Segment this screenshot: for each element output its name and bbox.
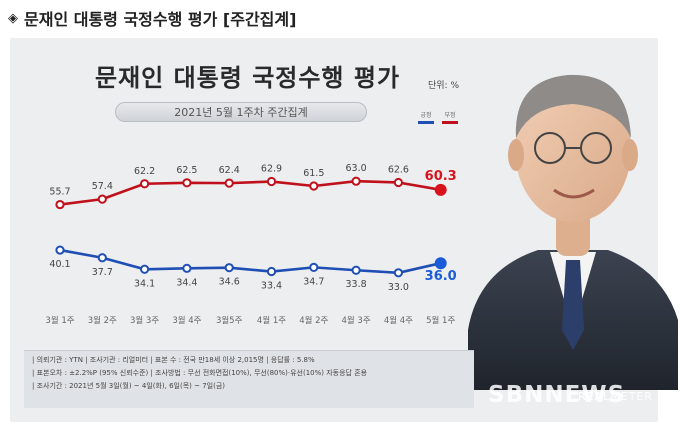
data-point — [140, 179, 150, 189]
legend-negative: 부정 — [442, 110, 458, 124]
x-tick-label: 3월 4주 — [172, 315, 201, 326]
x-tick-label: 4월 4주 — [384, 315, 413, 326]
data-point — [182, 178, 192, 188]
data-point — [140, 264, 150, 274]
legend-negative-swatch — [442, 121, 458, 124]
data-point — [97, 253, 107, 263]
data-point — [224, 263, 234, 273]
data-point — [434, 257, 447, 270]
data-label: 55.7 — [49, 187, 70, 198]
series-line — [59, 248, 441, 275]
watermark-sbn: SBNNEWS — [488, 382, 626, 408]
chart-title: 문재인 대통령 국정수행 평가 — [95, 64, 401, 92]
data-label: 36.0 — [425, 269, 457, 284]
president-portrait — [468, 74, 678, 390]
data-label: 34.1 — [134, 278, 155, 289]
data-label: 33.4 — [261, 281, 282, 292]
data-point — [224, 178, 234, 188]
data-point — [55, 199, 65, 210]
data-label: 33.0 — [388, 282, 409, 293]
footnote-line: | 조사기간 : 2021년 5월 3일(월) ~ 4일(화), 6일(목) ~… — [32, 382, 226, 390]
unit-label: 단위: % — [428, 81, 460, 91]
legend-positive-label: 긍정 — [420, 112, 432, 119]
data-point — [434, 183, 447, 196]
legend-positive-swatch — [418, 121, 434, 124]
data-point — [266, 176, 277, 187]
data-label: 37.7 — [92, 267, 113, 278]
x-tick-label: 3월 1주 — [45, 315, 74, 326]
data-point — [182, 263, 192, 273]
page-title: 문재인 대통령 국정수행 평가 [주간집계] — [24, 10, 297, 29]
data-point — [393, 268, 403, 278]
data-point — [309, 262, 319, 272]
x-tick-label: 4월 3주 — [342, 315, 371, 326]
series-line — [59, 179, 441, 206]
footnote-box: | 의뢰기관 : YTN | 조사기관 : 리얼미터 | 표본 수 : 전국 만… — [24, 350, 474, 408]
data-label: 57.4 — [92, 181, 113, 192]
diamond-bullet-icon: ◈ — [8, 10, 18, 26]
data-label: 33.8 — [346, 279, 367, 290]
data-point — [393, 177, 403, 188]
period-pill: 2021년 5월 1주차 주간집계 — [115, 102, 367, 122]
footnote-line: | 의뢰기관 : YTN | 조사기관 : 리얼미터 | 표본 수 : 전국 만… — [32, 356, 315, 364]
footnote-line: | 표본오차 : ±2.2%P (95% 신뢰수준) | 조사방법 : 무선 전… — [32, 369, 368, 377]
data-point — [351, 265, 361, 275]
data-point — [266, 266, 277, 277]
data-label: 61.5 — [303, 168, 324, 179]
x-tick-label: 4월 2주 — [299, 315, 328, 326]
data-label: 63.0 — [346, 163, 367, 174]
data-label: 34.6 — [219, 277, 240, 288]
data-label: 62.9 — [261, 164, 282, 175]
data-label: 40.1 — [49, 259, 70, 270]
data-label: 62.5 — [176, 165, 197, 176]
period-label: 2021년 5월 1주차 주간집계 — [174, 106, 308, 119]
x-tick-label: 3월 3주 — [130, 315, 159, 326]
x-tick-label: 3월 2주 — [88, 315, 117, 326]
x-tick-label: 5월 1주 — [426, 315, 455, 326]
data-label: 60.3 — [425, 169, 457, 184]
x-tick-label: 3월5주 — [216, 315, 243, 326]
data-label: 62.6 — [388, 164, 409, 175]
data-label: 62.2 — [134, 166, 155, 177]
data-point — [351, 176, 361, 186]
legend-positive: 긍정 — [418, 110, 434, 124]
data-label: 62.4 — [219, 165, 240, 176]
data-point — [55, 245, 65, 255]
data-point — [309, 181, 319, 191]
page-header: ◈ 문재인 대통령 국정수행 평가 [주간집계] — [8, 6, 296, 30]
watermark-realmeter: REALMETER — [578, 390, 653, 403]
data-label: 34.7 — [303, 276, 324, 287]
x-tick-label: 4월 1주 — [257, 315, 286, 326]
data-label: 34.4 — [176, 277, 197, 288]
data-point — [97, 194, 107, 204]
legend-negative-label: 부정 — [444, 112, 456, 119]
legend: 긍정 부정 — [418, 110, 458, 124]
